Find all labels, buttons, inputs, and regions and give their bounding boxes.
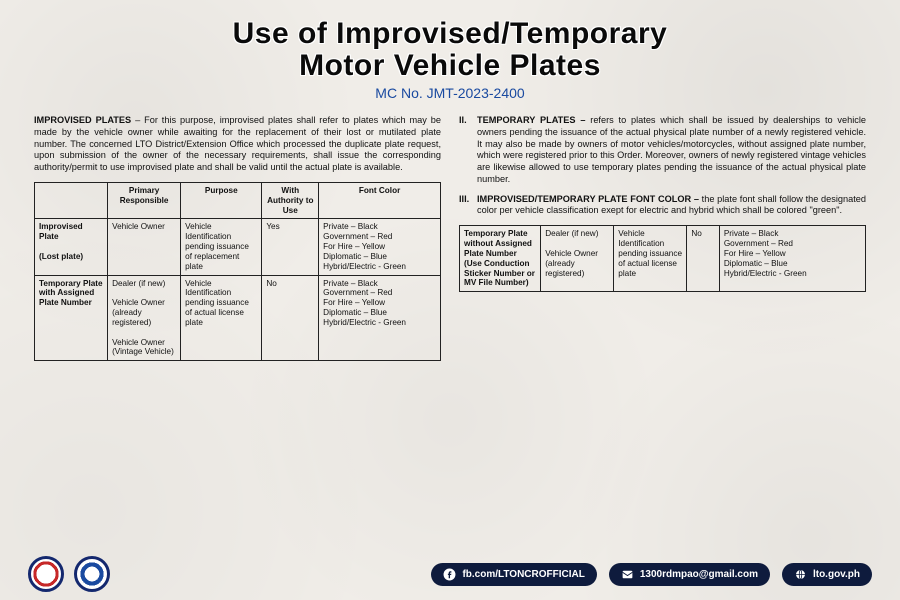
cell: Private – Black Government – Red For Hir… bbox=[319, 219, 441, 275]
globe-icon bbox=[794, 568, 807, 581]
col-blank bbox=[35, 182, 108, 219]
col-primary: Primary Responsible bbox=[108, 182, 181, 219]
cell: Vehicle Identification pending issuance … bbox=[181, 275, 262, 361]
cell: No bbox=[262, 275, 319, 361]
dot-seal-icon bbox=[28, 556, 64, 592]
cell: Temporary Plate with Assigned Plate Numb… bbox=[35, 275, 108, 361]
improvised-lead: IMPROVISED PLATES bbox=[34, 115, 131, 125]
roman-iii: III. bbox=[459, 194, 477, 206]
cell: Temporary Plate without Assigned Plate N… bbox=[460, 226, 541, 292]
cell: Improvised Plate (Lost plate) bbox=[35, 219, 108, 275]
cell: No bbox=[687, 226, 719, 292]
col-font-color: Font Color bbox=[319, 182, 441, 219]
temporary-body: refers to plates which shall be issued b… bbox=[477, 115, 866, 184]
lto-seal-icon bbox=[74, 556, 110, 592]
cell: Vehicle Owner bbox=[108, 219, 181, 275]
left-table: Primary Responsible Purpose With Authori… bbox=[34, 182, 441, 362]
table-row: Temporary Plate without Assigned Plate N… bbox=[460, 226, 866, 292]
content-columns: IMPROVISED PLATES – For this purpose, im… bbox=[0, 101, 900, 361]
facebook-icon bbox=[443, 568, 456, 581]
facebook-link[interactable]: fb.com/LTONCROFFICIAL bbox=[431, 563, 596, 586]
mail-icon bbox=[621, 568, 634, 581]
facebook-text: fb.com/LTONCROFFICIAL bbox=[462, 569, 584, 580]
cell: Vehicle Identification pending issuance … bbox=[614, 226, 687, 292]
right-column: II.TEMPORARY PLATES – refers to plates w… bbox=[459, 115, 866, 361]
table-row: Improvised Plate (Lost plate)Vehicle Own… bbox=[35, 219, 441, 275]
temporary-lead: TEMPORARY PLATES – bbox=[477, 115, 585, 125]
table-row: Temporary Plate with Assigned Plate Numb… bbox=[35, 275, 441, 361]
web-text: lto.gov.ph bbox=[813, 569, 860, 580]
temporary-para: II.TEMPORARY PLATES – refers to plates w… bbox=[459, 115, 866, 186]
cell: Dealer (if new) Vehicle Owner (already r… bbox=[541, 226, 614, 292]
cell: Yes bbox=[262, 219, 319, 275]
roman-ii: II. bbox=[459, 115, 477, 127]
cell: Private – Black Government – Red For Hir… bbox=[719, 226, 865, 292]
right-table: Temporary Plate without Assigned Plate N… bbox=[459, 225, 866, 292]
email-text: 1300rdmpao@gmail.com bbox=[640, 569, 758, 580]
col-purpose: Purpose bbox=[181, 182, 262, 219]
web-link[interactable]: lto.gov.ph bbox=[782, 563, 872, 586]
footer: fb.com/LTONCROFFICIAL 1300rdmpao@gmail.c… bbox=[0, 548, 900, 600]
footer-links: fb.com/LTONCROFFICIAL 1300rdmpao@gmail.c… bbox=[431, 563, 872, 586]
table-row: Primary Responsible Purpose With Authori… bbox=[35, 182, 441, 219]
agency-seals bbox=[28, 556, 110, 592]
fontcolor-lead: IMPROVISED/TEMPORARY PLATE FONT COLOR – bbox=[477, 194, 699, 204]
title-line-2: Motor Vehicle Plates bbox=[0, 50, 900, 82]
cell: Dealer (if new) Vehicle Owner (already r… bbox=[108, 275, 181, 361]
cell: Private – Black Government – Red For Hir… bbox=[319, 275, 441, 361]
improvised-para: IMPROVISED PLATES – For this purpose, im… bbox=[34, 115, 441, 174]
col-authority: With Authority to Use bbox=[262, 182, 319, 219]
cell: Vehicle Identification pending issuance … bbox=[181, 219, 262, 275]
left-column: IMPROVISED PLATES – For this purpose, im… bbox=[34, 115, 441, 361]
title-line-1: Use of Improvised/Temporary bbox=[0, 18, 900, 50]
subtitle: MC No. JMT-2023-2400 bbox=[0, 85, 900, 101]
email-link[interactable]: 1300rdmpao@gmail.com bbox=[609, 563, 770, 586]
page-title: Use of Improvised/Temporary Motor Vehicl… bbox=[0, 0, 900, 81]
fontcolor-para: III.IMPROVISED/TEMPORARY PLATE FONT COLO… bbox=[459, 194, 866, 218]
